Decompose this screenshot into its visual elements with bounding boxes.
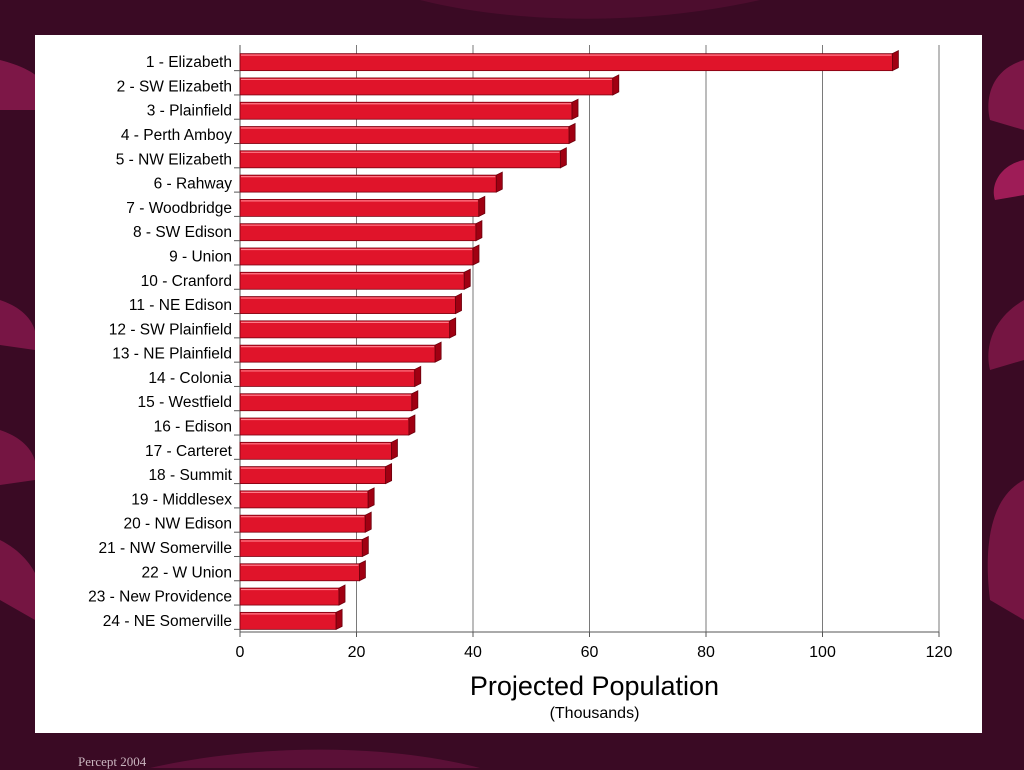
category-label: 7 - Woodbridge (126, 200, 232, 217)
bar (239, 417, 410, 436)
swirl-left-mid (0, 300, 37, 350)
bar-side (338, 584, 346, 606)
bar-chart: 0 20 40 60 80 100 120 1 - Elizabeth 2 - SW Eliza… (88, 45, 953, 722)
category-label: 15 - Westfield (138, 394, 232, 411)
category-label: 23 - New Providence (88, 589, 232, 606)
bar-side (559, 147, 567, 169)
bar-side (408, 414, 416, 436)
swirl-right-bottom (987, 480, 1024, 620)
bar-side (361, 535, 369, 558)
swirl-bottom (150, 749, 480, 768)
bar (239, 77, 614, 96)
bar (239, 393, 413, 412)
bar-side (571, 98, 579, 120)
bar (239, 490, 369, 509)
swirl-right-top (988, 60, 1024, 130)
bar (239, 126, 570, 144)
bar (239, 611, 337, 630)
bar (239, 101, 573, 120)
bar (239, 223, 477, 242)
category-label: 5 - NW Elizabeth (116, 151, 232, 168)
category-label: 3 - Plainfield (147, 103, 232, 120)
swirl-right-low (988, 300, 1024, 370)
bar (239, 514, 366, 533)
category-label: 20 - NW Edison (123, 516, 232, 533)
swirl-right-mid (993, 160, 1024, 200)
category-label: 17 - Carteret (145, 443, 233, 460)
bar-side (478, 195, 486, 218)
x-axis-title: Projected Population (470, 671, 719, 701)
bar-side (612, 74, 620, 96)
bar (239, 539, 363, 557)
bar (239, 53, 893, 72)
bar (239, 198, 480, 217)
x-tick-label: 100 (809, 644, 836, 661)
bar-side (391, 438, 398, 460)
bar-side (367, 487, 375, 509)
bar (239, 563, 360, 582)
chart-panel: 0 20 40 60 80 100 120 1 - Elizabeth 2 - SW Eliza… (35, 35, 982, 733)
x-tick-label: 0 (236, 644, 245, 661)
swirl-left-bottom (0, 540, 42, 620)
category-label: 13 - NE Plainfield (112, 346, 232, 363)
bar-side (472, 244, 480, 266)
bar (239, 320, 451, 339)
category-label: 6 - Rahway (154, 176, 233, 193)
bar (239, 466, 387, 485)
bar (239, 344, 436, 363)
category-label: 9 - Union (169, 248, 232, 265)
category-label: 8 - SW Edison (133, 224, 232, 241)
bar-side (449, 317, 457, 339)
bar (239, 174, 497, 193)
bar (239, 441, 392, 460)
swirl-left-low (0, 430, 37, 485)
bar-side (364, 511, 372, 533)
bar-side (385, 462, 393, 485)
bar-side (414, 365, 422, 388)
footer-text: Percept 2004 (78, 754, 147, 769)
x-tick-label: 120 (926, 644, 953, 661)
category-label: 4 - Perth Amboy (121, 127, 232, 144)
bar (239, 247, 474, 266)
bar-side (434, 341, 442, 363)
category-label: 1 - Elizabeth (146, 54, 232, 71)
category-label: 21 - NW Somerville (99, 540, 233, 557)
x-tick-label: 40 (464, 644, 482, 661)
bar-side (455, 292, 462, 315)
swirl-top (420, 0, 760, 19)
category-label: 10 - Cranford (141, 273, 232, 290)
x-tick-label: 20 (348, 644, 366, 661)
category-label: 22 - W Union (142, 564, 232, 581)
x-tick-label: 60 (581, 644, 599, 661)
category-label: 14 - Colonia (148, 370, 232, 387)
bar-side (335, 608, 343, 631)
category-label: 12 - SW Plainfield (109, 321, 232, 338)
bar-side (411, 390, 419, 412)
category-label: 19 - Middlesex (131, 491, 232, 508)
bar-side (475, 220, 483, 242)
bar-side (892, 49, 899, 72)
bar (239, 271, 465, 290)
bar (239, 587, 340, 606)
category-label: 2 - SW Elizabeth (117, 78, 232, 95)
category-label: 24 - NE Somerville (103, 613, 232, 630)
bar (239, 369, 416, 387)
category-label: 16 - Edison (154, 419, 232, 436)
bar-side (463, 268, 471, 290)
bar-side (359, 560, 366, 582)
bar (239, 150, 561, 169)
x-tick-label: 80 (697, 644, 715, 661)
bar-side (495, 171, 503, 193)
bar (239, 296, 456, 314)
category-label: 18 - Summit (148, 467, 232, 484)
bar-side (568, 122, 576, 145)
category-label: 11 - NE Edison (129, 297, 232, 314)
x-axis-subtitle: (Thousands) (550, 705, 640, 722)
